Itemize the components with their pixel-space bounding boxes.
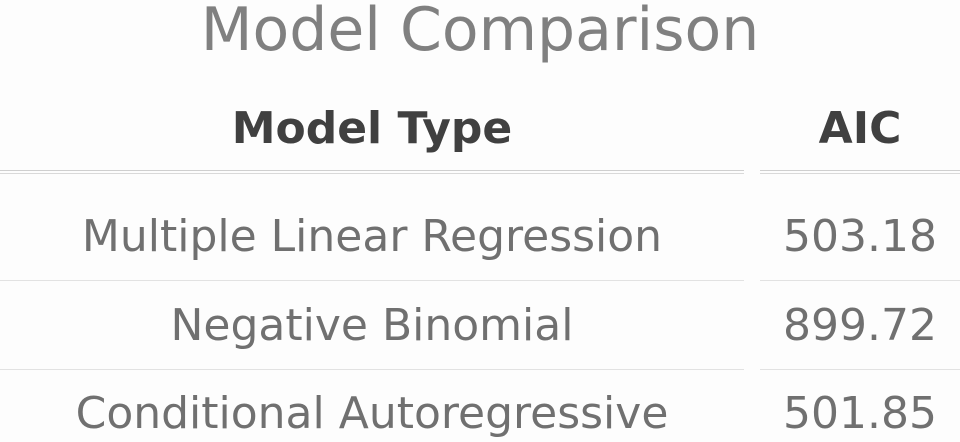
- table-row: Negative Binomial 899.72: [0, 282, 960, 372]
- header-rule-model-type: [0, 170, 744, 174]
- column-header-aic: AIC: [818, 103, 902, 154]
- table-cell-model-type: Conditional Autoregressive: [75, 388, 669, 439]
- row-divider: [760, 280, 960, 281]
- header-rule-aic: [760, 170, 960, 174]
- page-title: Model Comparison: [200, 0, 760, 65]
- table-cell-aic: 501.85: [783, 388, 937, 439]
- row-divider: [0, 280, 744, 281]
- table-cell-model-type: Negative Binomial: [170, 300, 574, 351]
- table-cell-aic: 899.72: [783, 300, 937, 351]
- column-header-model-type: Model Type: [231, 103, 513, 154]
- row-divider: [760, 369, 960, 370]
- row-divider: [0, 369, 744, 370]
- table-row: Conditional Autoregressive 501.85: [0, 370, 960, 442]
- table-row: Multiple Linear Regression 503.18: [0, 193, 960, 283]
- table-cell-model-type: Multiple Linear Regression: [81, 211, 663, 262]
- table-cell-aic: 503.18: [783, 211, 937, 262]
